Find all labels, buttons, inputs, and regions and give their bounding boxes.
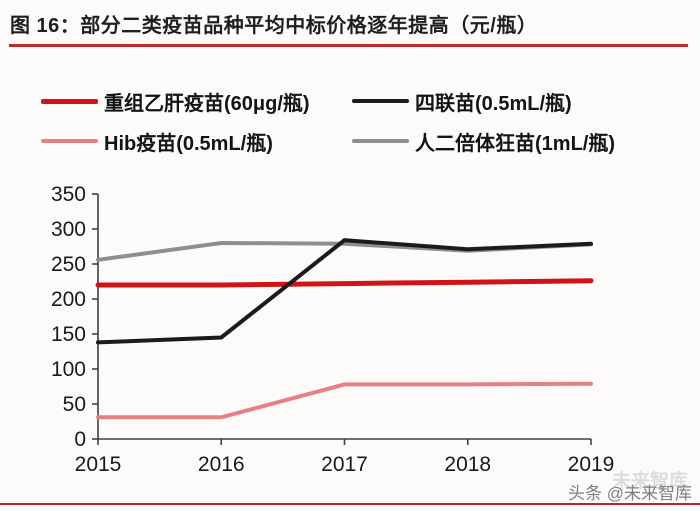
legend-line-swatch xyxy=(41,139,98,143)
series-line xyxy=(96,238,593,345)
legend-label: Hib疫苗(0.5mL/瓶) xyxy=(104,132,273,155)
y-axis-tick-label: 100 xyxy=(51,358,86,381)
y-axis-tick-label: 50 xyxy=(63,393,86,416)
watermark: 头条 @未来智库 xyxy=(568,484,692,503)
axes xyxy=(97,194,591,440)
legend-line-swatch xyxy=(352,139,409,143)
legend-label: 重组乙肝疫苗(60μg/瓶) xyxy=(104,92,310,115)
x-axis-tick-label: 2017 xyxy=(321,453,368,476)
series-line xyxy=(96,381,593,420)
x-axis-tick-label: 2016 xyxy=(198,453,245,476)
legend-line-swatch xyxy=(352,99,409,103)
legend-item: 人二倍体狂苗(1mL/瓶) xyxy=(352,128,615,155)
legend-item: 重组乙肝疫苗(60μg/瓶) xyxy=(41,88,352,115)
series-line xyxy=(95,278,594,288)
x-axis-tick-label: 2018 xyxy=(444,453,491,476)
y-axis-tick-label: 200 xyxy=(51,288,86,311)
chart-legend: 重组乙肝疫苗(60μg/瓶) 四联苗(0.5mL/瓶) Hib疫苗(0.5mL/瓶)… xyxy=(41,88,615,155)
y-axis-tick-label: 0 xyxy=(74,428,86,451)
legend-item: Hib疫苗(0.5mL/瓶) xyxy=(41,128,352,155)
x-axis-tick-label: 2015 xyxy=(75,453,122,476)
legend-item: 四联苗(0.5mL/瓶) xyxy=(352,88,615,115)
legend-label: 人二倍体狂苗(1mL/瓶) xyxy=(415,132,615,155)
x-axis-tick-label: 2019 xyxy=(568,453,615,476)
legend-label: 四联苗(0.5mL/瓶) xyxy=(415,92,572,115)
watermark-ghost: 未来智库 xyxy=(611,471,688,492)
y-axis-tick-label: 250 xyxy=(51,253,86,276)
title-underline xyxy=(9,44,688,47)
bottom-rule xyxy=(0,503,700,505)
figure-title: 图 16：部分二类疫苗品种平均中标价格逐年提高（元/瓶） xyxy=(10,15,538,37)
y-axis-tick-label: 300 xyxy=(51,218,86,241)
y-axis-tick-label: 350 xyxy=(51,183,86,206)
y-axis-tick-label: 150 xyxy=(51,323,86,346)
legend-line-swatch xyxy=(41,98,98,104)
